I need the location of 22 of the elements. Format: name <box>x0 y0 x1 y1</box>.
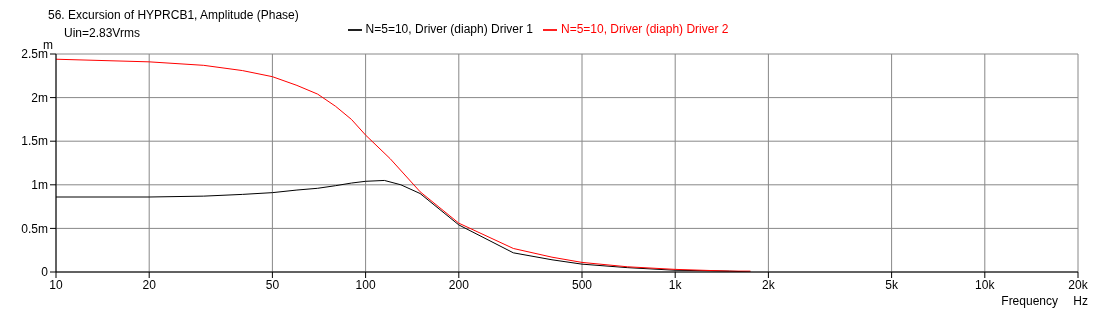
y-tick-label: 1.5m <box>21 134 48 149</box>
x-tick-label: 100 <box>355 277 376 292</box>
x-tick-label: 1k <box>668 277 683 292</box>
x-tick-label: 500 <box>571 277 593 292</box>
chart-title: 56. Excursion of HYPRCB1, Amplitude (Phase) <box>48 8 300 22</box>
x-tick-label: 10 <box>49 277 63 292</box>
legend-label: N=5=10, Driver (diaph) Driver 1 <box>365 22 533 36</box>
x-tick-label: 20k <box>1068 277 1089 292</box>
y-tick-label: 0 <box>41 265 49 280</box>
x-tick-label: 10k <box>975 277 996 292</box>
x-tick-label: 50 <box>265 277 280 292</box>
x-tick-label: 20 <box>142 277 157 292</box>
x-tick-label: 5k <box>885 277 899 292</box>
chart-subtitle: Uin=2.83Vrms <box>64 26 140 40</box>
y-tick-label: 1m <box>31 178 48 193</box>
y-tick-label: 0.5m <box>21 221 48 236</box>
legend-label: N=5=10, Driver (diaph) Driver 2 <box>561 22 729 36</box>
x-tick-label: 2k <box>762 277 776 292</box>
y-tick-label: 2m <box>31 90 48 105</box>
x-axis-title: Frequency <box>1001 294 1058 308</box>
x-tick-label: 200 <box>448 277 470 292</box>
text: Hz <box>1073 294 1088 308</box>
